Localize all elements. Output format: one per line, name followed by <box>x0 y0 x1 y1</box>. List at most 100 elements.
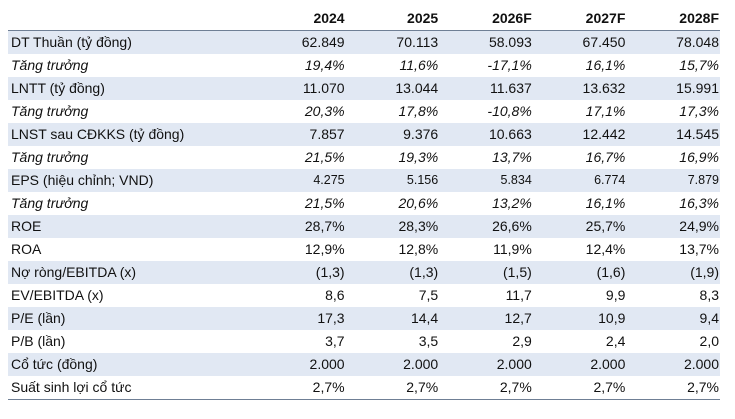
row-value: 2,7% <box>252 376 346 400</box>
row-label: Tăng trưởng <box>11 149 89 165</box>
row-value: 11,6% <box>399 57 439 73</box>
row-label: P/B (lần) <box>11 333 66 349</box>
row-value: 2,9 <box>512 333 532 349</box>
table-row: Tăng trưởng 20,3% 17,8% -10,8% 17,1% 17,3% <box>8 100 720 123</box>
row-value: 58.093 <box>439 30 533 54</box>
row-value: 9,9 <box>605 287 626 303</box>
row-label: LNST sau CĐKKS (tỷ đồng) <box>8 123 252 146</box>
row-value: 2.000 <box>626 353 720 376</box>
year-header: 2024 <box>252 7 346 31</box>
row-value: 14,4 <box>345 307 440 330</box>
row-value: 8,6 <box>325 287 345 303</box>
row-value: 2,4 <box>605 333 626 349</box>
row-value: 12.442 <box>532 123 627 146</box>
row-value: 2.000 <box>252 353 346 376</box>
row-value: 7,5 <box>418 287 439 303</box>
table-row: Tăng trưởng 21,5% 20,6% 13,2% 16,1% 16,3% <box>8 192 720 215</box>
row-value: 2,7% <box>626 376 720 400</box>
row-value: 19,4% <box>304 57 345 73</box>
row-label: Tăng trưởng <box>11 195 89 211</box>
row-value: 20,6% <box>398 195 439 211</box>
row-value: 78.048 <box>626 30 720 54</box>
row-label: LNTT (tỷ đồng) <box>8 77 252 100</box>
table-row: P/E (lần) 17,3 14,4 12,7 10,9 9,4 <box>8 307 720 330</box>
row-value: 2.000 <box>345 353 440 376</box>
row-value: 3,7 <box>325 333 345 349</box>
row-value: 17,3% <box>679 103 719 119</box>
row-value: -17,1% <box>487 57 532 73</box>
row-value: 15,7% <box>679 57 719 73</box>
row-value: 11,7 <box>505 287 532 303</box>
row-value: 5.156 <box>345 169 440 192</box>
table-row: Suất sinh lợi cổ tức 2,7% 2,7% 2,7% 2,7% 2,7% <box>8 376 720 400</box>
row-value: 26,6% <box>439 215 533 238</box>
row-value: (1,9) <box>626 261 720 284</box>
row-value: 62.849 <box>252 30 346 54</box>
row-label: P/E (lần) <box>8 307 252 330</box>
year-header: 2025 <box>345 7 440 31</box>
row-value: 3,5 <box>418 333 439 349</box>
row-value: 9.376 <box>345 123 440 146</box>
row-value: 7.857 <box>252 123 346 146</box>
table-row: Tăng trưởng 21,5% 19,3% 13,7% 16,7% 16,9% <box>8 146 720 169</box>
row-value: 16,7% <box>585 149 626 165</box>
row-value: 17,3 <box>252 307 346 330</box>
table-row: LNTT (tỷ đồng) 11.070 13.044 11.637 13.632 15… <box>8 77 720 100</box>
row-value: 16,1% <box>585 195 626 211</box>
row-value: (1,3) <box>345 261 440 284</box>
row-value: 2,0 <box>699 333 719 349</box>
row-label: Nợ ròng/EBITDA (x) <box>8 261 252 284</box>
row-value: 19,3% <box>398 149 439 165</box>
row-value: 70.113 <box>345 30 440 54</box>
row-value: 2.000 <box>439 353 533 376</box>
row-label: EPS (hiệu chỉnh; VND) <box>8 169 252 192</box>
row-value: 10.663 <box>439 123 533 146</box>
row-value: 13.044 <box>345 77 440 100</box>
row-value: 13,2% <box>492 195 532 211</box>
row-value: 28,7% <box>252 215 346 238</box>
table-row: Nợ ròng/EBITDA (x) (1,3) (1,3) (1,5) (1,6) (1… <box>8 261 720 284</box>
table-row: EV/EBITDA (x) 8,6 7,5 11,7 9,9 8,3 <box>8 284 720 307</box>
row-value: 15.991 <box>626 77 720 100</box>
row-value: 24,9% <box>626 215 720 238</box>
row-value: 14.545 <box>626 123 720 146</box>
row-value: 2.000 <box>532 353 627 376</box>
row-value: (1,3) <box>252 261 346 284</box>
row-value: 67.450 <box>532 30 627 54</box>
row-value: 12,8% <box>398 241 439 257</box>
row-value: -10,8% <box>487 103 532 119</box>
row-value: 16,9% <box>679 149 719 165</box>
row-label: DT Thuần (tỷ đồng) <box>8 30 252 54</box>
row-label: ROE <box>8 215 252 238</box>
row-label: Cổ tức (đồng) <box>8 353 252 376</box>
table-row: EPS (hiệu chỉnh; VND) 4.275 5.156 5.834 6.77… <box>8 169 720 192</box>
row-value: 8,3 <box>699 287 719 303</box>
row-value: 25,7% <box>532 215 627 238</box>
row-value: 10,9 <box>532 307 627 330</box>
row-value: 11.070 <box>252 77 346 100</box>
table-row: ROE 28,7% 28,3% 26,6% 25,7% 24,9% <box>8 215 720 238</box>
table-row: LNST sau CĐKKS (tỷ đồng) 7.857 9.376 10.663… <box>8 123 720 146</box>
row-value: 28,3% <box>345 215 440 238</box>
row-label: Tăng trưởng <box>11 57 89 73</box>
row-label: Tăng trưởng <box>11 103 89 119</box>
row-value: (1,5) <box>439 261 533 284</box>
row-value: 17,1% <box>585 103 626 119</box>
row-value: 12,9% <box>304 241 345 257</box>
row-label: Suất sinh lợi cổ tức <box>8 376 252 400</box>
year-header: 2027F <box>532 7 627 31</box>
row-value: 17,8% <box>398 103 439 119</box>
table-row: Tăng trưởng 19,4% 11,6% -17,1% 16,1% 15,7% <box>8 54 720 77</box>
row-value: 21,5% <box>304 195 345 211</box>
row-value: 2,7% <box>345 376 440 400</box>
row-value: 13,7% <box>679 241 719 257</box>
year-header: 2026F <box>439 7 533 31</box>
row-label: EV/EBITDA (x) <box>11 287 104 303</box>
row-value: 12,7 <box>439 307 533 330</box>
row-value: (1,6) <box>532 261 627 284</box>
row-value: 2,7% <box>439 376 533 400</box>
header-corner <box>8 7 252 31</box>
row-value: 20,3% <box>304 103 345 119</box>
row-value: 2,7% <box>532 376 627 400</box>
row-value: 16,3% <box>679 195 719 211</box>
